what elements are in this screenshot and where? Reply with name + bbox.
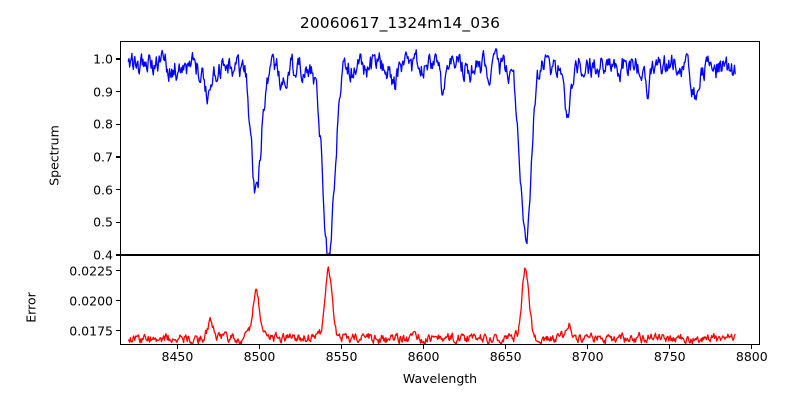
y-tick-mark-error <box>116 300 120 302</box>
y-tick-mark-spectrum <box>116 58 120 60</box>
x-tick-label: 8550 <box>325 349 358 364</box>
page-title: 20060617_1324m14_036 <box>299 14 501 32</box>
y-tick-mark-spectrum <box>116 91 120 93</box>
y-tick-label-spectrum: 0.6 <box>93 182 113 198</box>
y-tick-mark-spectrum <box>116 156 120 158</box>
y-tick-label-error: 0.0225 <box>69 263 113 279</box>
y-tick-label-error: 0.0200 <box>69 293 113 309</box>
y-tick-label-spectrum: 0.7 <box>93 149 113 165</box>
spectrum-line <box>127 48 736 254</box>
y-tick-label-error: 0.0175 <box>69 323 113 339</box>
x-tick-label: 8800 <box>735 349 768 364</box>
x-tick-label: 8650 <box>489 349 522 364</box>
y-tick-label-spectrum: 0.9 <box>93 84 113 100</box>
x-axis-label: Wavelength <box>402 371 478 386</box>
error-line <box>127 266 736 344</box>
x-tick-mark <box>176 345 178 349</box>
y-tick-label-spectrum: 0.4 <box>93 247 113 263</box>
y-tick-mark-spectrum <box>116 123 120 125</box>
x-tick-mark <box>587 345 589 349</box>
x-tick-mark <box>423 345 425 349</box>
x-tick-label: 8700 <box>571 349 604 364</box>
y-axis-label-spectrum: Spectrum <box>46 125 62 186</box>
y-tick-label-spectrum: 0.8 <box>93 116 113 132</box>
x-tick-label: 8500 <box>243 349 276 364</box>
y-axis-label-error: Error <box>23 292 39 323</box>
y-tick-label-spectrum: 0.5 <box>93 214 113 230</box>
y-tick-mark-spectrum <box>116 189 120 191</box>
x-tick-label: 8450 <box>161 349 194 364</box>
error-panel <box>120 255 760 345</box>
x-tick-mark <box>505 345 507 349</box>
y-tick-mark-spectrum <box>116 221 120 223</box>
y-tick-mark-error <box>116 330 120 332</box>
y-tick-label-spectrum: 1.0 <box>93 51 113 67</box>
x-tick-mark <box>340 345 343 349</box>
x-tick-label: 8600 <box>407 349 440 364</box>
y-tick-mark-error <box>116 270 120 272</box>
error-clip <box>127 266 736 344</box>
spectrum-panel <box>120 41 760 255</box>
x-tick-mark <box>751 345 753 349</box>
x-tick-mark <box>669 345 671 349</box>
y-tick-mark-spectrum <box>116 254 120 256</box>
x-tick-mark <box>258 345 261 349</box>
spectrum-clip <box>127 48 736 254</box>
x-tick-label: 8750 <box>653 349 686 364</box>
